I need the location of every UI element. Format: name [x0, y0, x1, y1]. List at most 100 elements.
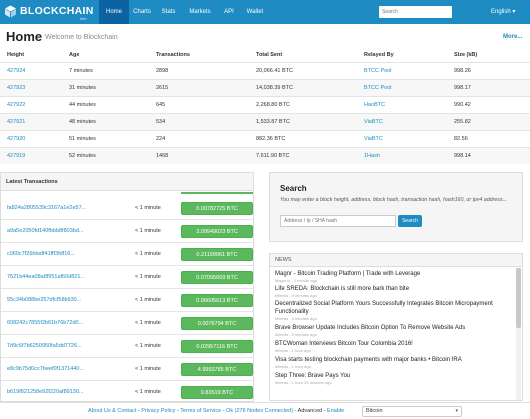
transaction-time: < 1 minute	[135, 251, 161, 257]
block-height-link[interactable]: 427921	[7, 119, 26, 125]
transaction-hash-link[interactable]: 7d9c6f7b6250950fa5dd7726...	[7, 343, 82, 349]
transaction-hash-link[interactable]: 7621b44ea08a8f951af60d821...	[7, 274, 85, 280]
news-item[interactable]: BTCWoman Interviews Bitcoin Tour Colombi…	[275, 340, 511, 353]
block-height-link[interactable]: 427922	[7, 102, 26, 108]
footer-separator: -	[175, 408, 181, 414]
block-height-link[interactable]: 427924	[7, 68, 26, 74]
news-item[interactable]: Brave Browser Update Includes Bitcoin Op…	[275, 324, 511, 337]
block-relayed-by-link[interactable]: 1Hash	[364, 153, 380, 159]
privacy-link[interactable]: Privacy Policy	[141, 408, 176, 414]
terms-link[interactable]: Terms of Service	[180, 408, 222, 414]
news-item-title[interactable]: Visa starts testing blockchain payments …	[275, 357, 462, 363]
latest-transactions-panel: Latest Transactions fa824a2805539c3167a1…	[0, 172, 254, 404]
transaction-time: < 1 minute	[135, 366, 161, 372]
transaction-time: < 1 minute	[135, 205, 161, 211]
news-item-title[interactable]: Magnr - Bitcoin Trading Platform | Trade…	[275, 271, 421, 277]
news-item[interactable]: Magnr - Bitcoin Trading Platform | Trade…	[275, 270, 511, 283]
transaction-hash-link[interactable]: b619f821258e92f220af89130...	[7, 389, 84, 395]
transaction-amount-button[interactable]: 4.9993785 BTC	[181, 363, 253, 376]
news-item[interactable]: Visa starts testing blockchain payments …	[275, 356, 511, 369]
block-tx-count: 534	[156, 119, 166, 125]
footer-links: About Us & Contact - Privacy Policy - Te…	[88, 403, 344, 419]
transaction-time: < 1 minute	[135, 320, 161, 326]
block-relayed-by-link[interactable]: BTCC Pool	[364, 68, 392, 74]
block-height-link[interactable]: 427919	[7, 153, 26, 159]
transaction-amount-button[interactable]: 0.02957116 BTC	[181, 340, 253, 353]
block-total-sent: 2,268.80 BTC	[256, 102, 290, 108]
news-panel: NEWS Magnr - Bitcoin Trading Platform | …	[269, 253, 523, 401]
news-scrollbar-thumb[interactable]	[516, 268, 521, 328]
nav-home[interactable]: Home	[99, 0, 129, 24]
block-height-link[interactable]: 427920	[7, 136, 26, 142]
news-item-title[interactable]: Step Three: Brave Pays You	[275, 373, 351, 379]
search-input[interactable]	[280, 215, 396, 227]
transaction-hash-link[interactable]: 608242c7855f2b61b76b72d0...	[7, 320, 84, 326]
news-item[interactable]: Decentralized Social Platform Yours Succ…	[275, 300, 511, 321]
currency-select[interactable]: Bitcoin ▾	[362, 406, 462, 417]
transaction-amount-button[interactable]: 0.21199961 BTC	[181, 248, 253, 261]
news-item[interactable]: Life SREDA: Blockchain is still more bar…	[275, 285, 511, 298]
transaction-time: < 1 minute	[135, 343, 161, 349]
nav-charts[interactable]: Charts	[133, 9, 151, 15]
news-item-title[interactable]: Decentralized Social Platform Yours Succ…	[275, 301, 493, 315]
transaction-hash-link[interactable]: c060c7f26bbaff41fff3fdf16...	[7, 251, 75, 257]
transaction-hash-link[interactable]: 55c34b088be257dfcf58b930...	[7, 297, 82, 303]
table-row: 427922 44 minutes 645 2,268.80 BTC HaoBT…	[0, 96, 530, 113]
nav-search-input[interactable]	[379, 6, 452, 18]
col-header-height: Height	[7, 52, 25, 58]
news-scrollbar[interactable]	[516, 268, 521, 400]
node-status-link[interactable]: Ok (276 Nodes Connected)	[226, 408, 294, 414]
news-item-meta: btfeeds - 1 hour 26 minutes ago	[275, 380, 332, 385]
transaction-hash-link[interactable]: fa824a2805539c3167a1e2e57...	[7, 205, 87, 211]
brand-sub: info	[80, 16, 87, 21]
col-header-transactions: Transactions	[156, 52, 190, 58]
more-link[interactable]: More...	[503, 34, 523, 40]
page-subtitle: Welcome to Blockchain	[45, 34, 118, 41]
table-row: 427919 52 minutes 1468 7,611.90 BTC 1Has…	[0, 147, 530, 164]
transaction-hash-link[interactable]: a9a5e2050fd140fbbb8f803bd...	[7, 228, 84, 234]
news-item-meta: btfeeds - 9 minutes ago	[275, 316, 317, 321]
language-label: English	[491, 9, 511, 15]
transaction-amount-button[interactable]: 0.07095609 BTC	[181, 271, 253, 284]
blockchain-logo[interactable]: BLOCKCHAIN info	[4, 4, 96, 21]
news-item-title[interactable]: BTCWoman Interviews Bitcoin Tour Colombi…	[275, 341, 413, 347]
news-item-meta: Magnr.io - 1 minute ago	[275, 278, 318, 283]
transaction-amount-button[interactable]: 0.0076794 BTC	[181, 317, 253, 330]
list-item: 55c34b088be257dfcf58b930... < 1 minute 0…	[1, 289, 253, 312]
nav-stats[interactable]: Stats	[161, 9, 176, 15]
block-tx-count: 2898	[156, 68, 169, 74]
block-size: 998.17	[454, 85, 471, 91]
nav-markets[interactable]: Markets	[189, 9, 211, 15]
search-description: You may enter a block height, address, b…	[280, 197, 508, 203]
chevron-down-icon: ▾	[455, 408, 458, 414]
search-title: Search	[280, 184, 307, 193]
nav-wallet[interactable]: Wallet	[246, 9, 264, 15]
language-selector[interactable]: English ▾	[491, 0, 515, 24]
transaction-hash-link[interactable]: e8c9b75d0cc7beef0f1371440...	[7, 366, 85, 372]
list-item: 7d9c6f7b6250950fa5dd7726... < 1 minute 0…	[1, 335, 253, 358]
block-age: 31 minutes	[69, 85, 96, 91]
news-item-title[interactable]: Brave Browser Update Includes Bitcoin Op…	[275, 325, 466, 331]
block-relayed-by-link[interactable]: ViaBTC	[364, 136, 383, 142]
block-height-link[interactable]: 427923	[7, 85, 26, 91]
transaction-time: < 1 minute	[135, 274, 161, 280]
block-total-sent: 20,066.41 BTC	[256, 68, 293, 74]
block-size: 255.82	[454, 119, 471, 125]
col-header-total-sent: Total Sent	[256, 52, 283, 58]
enable-advanced-link[interactable]: Enable	[327, 408, 345, 414]
news-item-meta: btfeeds - 9 minutes ago	[275, 332, 317, 337]
footer: About Us & Contact - Privacy Policy - Te…	[0, 402, 530, 419]
transaction-amount-button[interactable]: 0.83519 BTC	[181, 386, 253, 399]
news-item[interactable]: Step Three: Brave Pays You btfeeds - 1 h…	[275, 372, 511, 385]
block-relayed-by-link[interactable]: HaoBTC	[364, 102, 386, 108]
nav-api[interactable]: API	[224, 9, 234, 15]
news-item-title[interactable]: Life SREDA: Blockchain is still more bar…	[275, 286, 410, 292]
search-button[interactable]: Search	[398, 215, 422, 227]
transaction-amount-button[interactable]: 3.09949023 BTC	[181, 225, 253, 238]
block-relayed-by-link[interactable]: ViaBTC	[364, 119, 383, 125]
block-relayed-by-link[interactable]: BTCC Pool	[364, 85, 392, 91]
transaction-amount-button[interactable]: 0.06605613 BTC	[181, 294, 253, 307]
about-link[interactable]: About Us & Contact	[88, 408, 137, 414]
transaction-amount-button[interactable]: 0.00782725 BTC	[181, 202, 253, 215]
blockchain-cube-icon	[5, 5, 16, 18]
